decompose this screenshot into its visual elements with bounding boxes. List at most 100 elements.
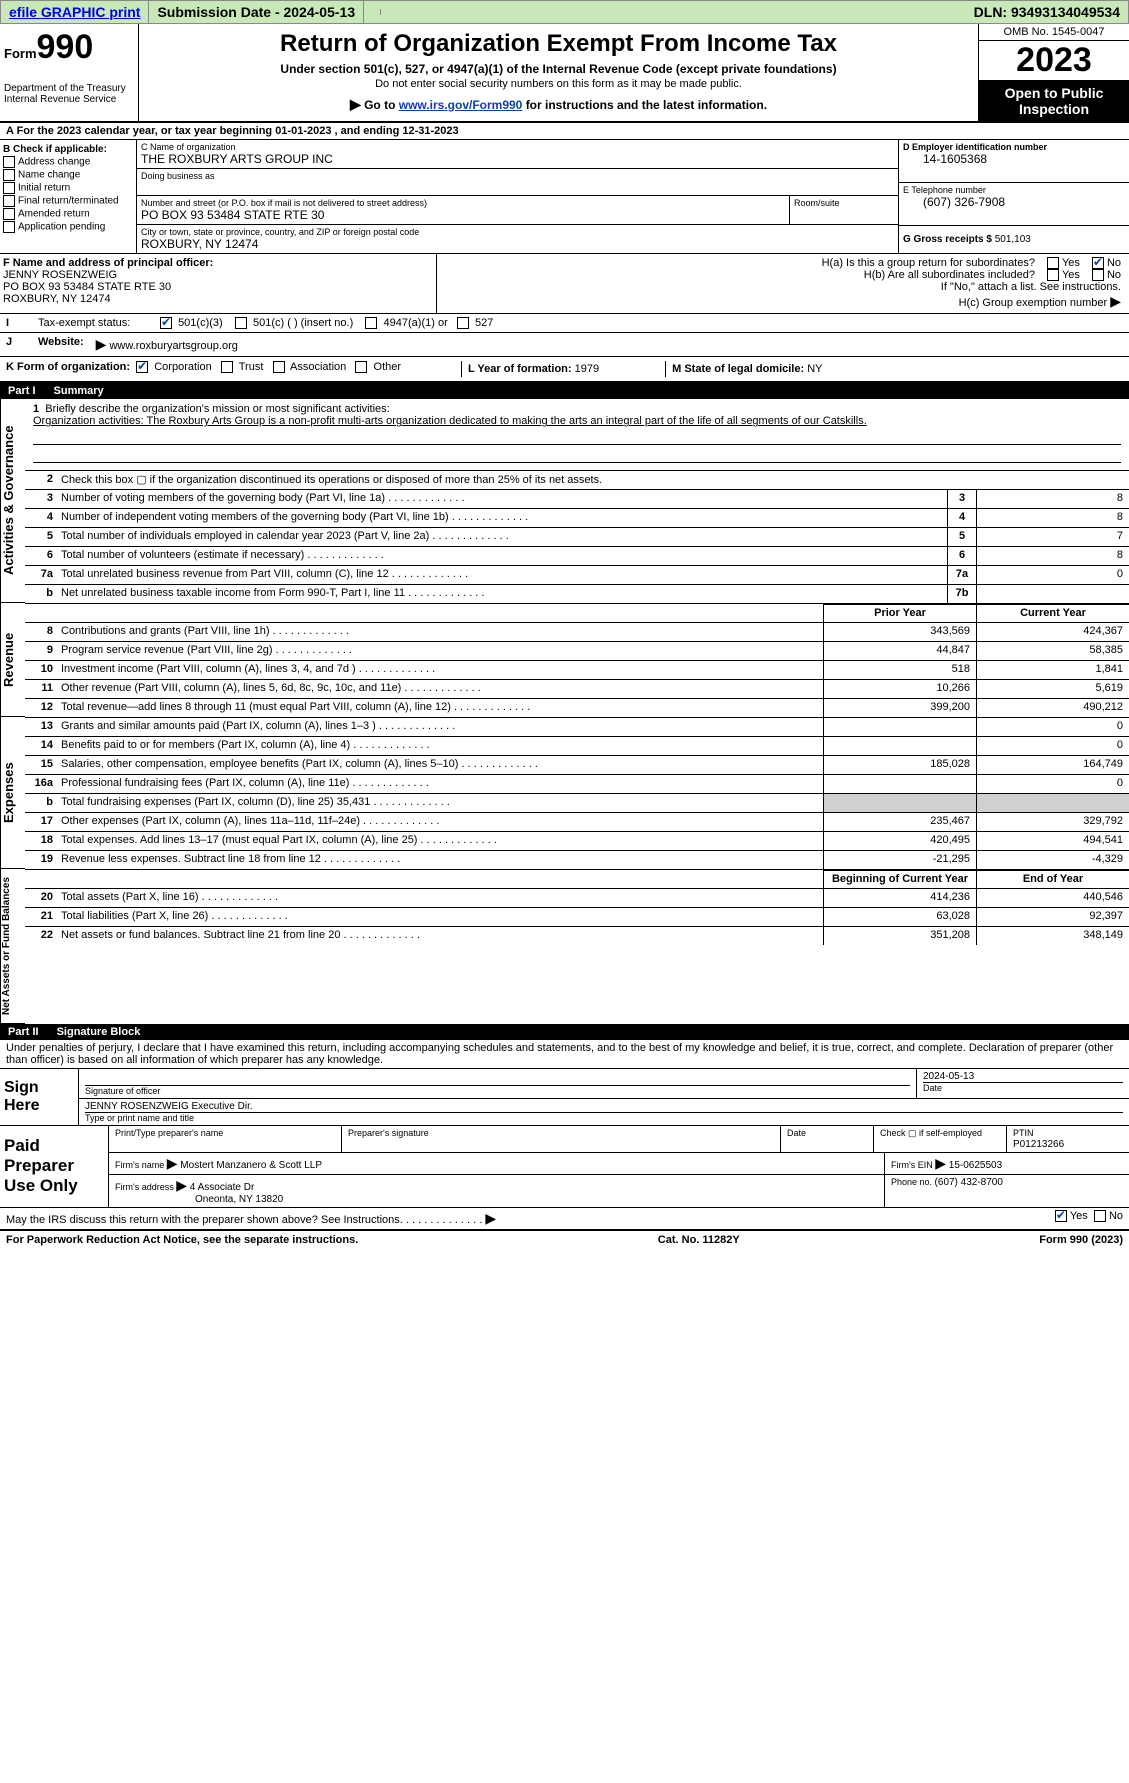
gov-line: 6Total number of volunteers (estimate if… bbox=[25, 546, 1129, 565]
firm-addr: Firm's address ▶ 4 Associate Dr Oneonta,… bbox=[108, 1175, 884, 1207]
prep-ptin: PTINP01213266 bbox=[1006, 1126, 1129, 1152]
chk-final[interactable]: Final return/terminated bbox=[3, 195, 133, 207]
k-other[interactable]: Other bbox=[355, 361, 401, 373]
blank-line bbox=[33, 430, 1121, 445]
ha-yes[interactable]: Yes bbox=[1047, 257, 1080, 269]
footer: For Paperwork Reduction Act Notice, see … bbox=[0, 1229, 1129, 1249]
part1-num: Part I bbox=[8, 385, 36, 397]
header-right: OMB No. 1545-0047 2023 Open to Public In… bbox=[978, 24, 1129, 121]
form-footer: Form 990 (2023) bbox=[1039, 1234, 1123, 1246]
addr-cap: Number and street (or P.O. box if mail i… bbox=[141, 198, 785, 208]
gov-line: 3Number of voting members of the governi… bbox=[25, 489, 1129, 508]
city-val: ROXBURY, NY 12474 bbox=[141, 237, 894, 251]
org-name-cell: C Name of organization THE ROXBURY ARTS … bbox=[137, 140, 898, 169]
row-l: L Year of formation: 1979 bbox=[461, 361, 605, 377]
discuss-no[interactable]: No bbox=[1094, 1210, 1123, 1227]
sign-date-cell: 2024-05-13 Date bbox=[916, 1069, 1129, 1098]
goto-line: ▶ Go to www.irs.gov/Form990 for instruct… bbox=[145, 96, 972, 113]
firm-phone: Phone no. (607) 432-8700 bbox=[884, 1175, 1129, 1207]
dba-cell: Doing business as bbox=[137, 169, 898, 196]
line1-num: 1 bbox=[33, 403, 39, 415]
section-b-label: B Check if applicable: bbox=[3, 144, 133, 155]
hb-yes[interactable]: Yes bbox=[1047, 269, 1080, 281]
form-header: Form990 Department of the Treasury Inter… bbox=[0, 24, 1129, 123]
part2-num: Part II bbox=[8, 1026, 39, 1038]
firm-ein: Firm's EIN ▶ 15-0625503 bbox=[884, 1153, 1129, 1174]
open-inspection: Open to Public Inspection bbox=[979, 81, 1129, 121]
gov-line: 2Check this box ▢ if the organization di… bbox=[25, 470, 1129, 489]
discuss-row: May the IRS discuss this return with the… bbox=[0, 1208, 1129, 1229]
row-m: M State of legal domicile: NY bbox=[665, 361, 828, 377]
opt-527[interactable]: 527 bbox=[457, 317, 493, 329]
arrow-icon: ▶ bbox=[350, 96, 361, 112]
tax-year: 2023 bbox=[979, 41, 1129, 81]
officer-name-cell: JENNY ROSENZWEIG Executive Dir. Type or … bbox=[78, 1099, 1129, 1125]
tel-cap: E Telephone number bbox=[903, 185, 1125, 195]
row-k: K Form of organization: Corporation Trus… bbox=[6, 361, 401, 377]
discuss-yes[interactable]: Yes bbox=[1055, 1210, 1088, 1227]
gross-cap: G Gross receipts $ bbox=[903, 234, 992, 245]
form-title: Return of Organization Exempt From Incom… bbox=[145, 30, 972, 58]
prep-self-emp[interactable]: Check ▢ if self-employed bbox=[873, 1126, 1006, 1152]
irs-link[interactable]: www.irs.gov/Form990 bbox=[399, 98, 523, 112]
data-line: 16aProfessional fundraising fees (Part I… bbox=[25, 774, 1129, 793]
room-cap: Room/suite bbox=[794, 198, 894, 208]
sign-here-label: Sign Here bbox=[0, 1069, 78, 1125]
officer-sig-cell: Signature of officer bbox=[78, 1069, 916, 1098]
tax-status-label: Tax-exempt status: bbox=[32, 314, 154, 332]
data-line: 15Salaries, other compensation, employee… bbox=[25, 755, 1129, 774]
efile-print[interactable]: efile GRAPHIC print bbox=[1, 1, 149, 23]
data-line: 20Total assets (Part X, line 16)414,2364… bbox=[25, 888, 1129, 907]
chk-address[interactable]: Address change bbox=[3, 156, 133, 168]
prep-date-cap: Date bbox=[780, 1126, 873, 1152]
mission-text: Organization activities: The Roxbury Art… bbox=[33, 415, 867, 427]
side-rev: Revenue bbox=[0, 603, 25, 717]
org-name-cap: C Name of organization bbox=[141, 142, 894, 152]
exp-section: Expenses 13Grants and similar amounts pa… bbox=[0, 717, 1129, 869]
header-left: Form990 Department of the Treasury Inter… bbox=[0, 24, 139, 121]
chk-initial[interactable]: Initial return bbox=[3, 182, 133, 194]
opt-4947[interactable]: 4947(a)(1) or bbox=[365, 317, 447, 329]
website-val[interactable]: www.roxburyartsgroup.org bbox=[109, 340, 237, 352]
data-line: 19Revenue less expenses. Subtract line 1… bbox=[25, 850, 1129, 869]
ein-cap: D Employer identification number bbox=[903, 142, 1125, 152]
gov-section: Activities & Governance 1 Briefly descri… bbox=[0, 399, 1129, 603]
ein-val: 14-1605368 bbox=[903, 152, 1125, 166]
cat-no: Cat. No. 11282Y bbox=[658, 1234, 740, 1246]
k-assoc[interactable]: Association bbox=[273, 361, 347, 373]
city-cell: City or town, state or province, country… bbox=[137, 225, 898, 253]
data-line: bTotal fundraising expenses (Part IX, co… bbox=[25, 793, 1129, 812]
gov-line: 5Total number of individuals employed in… bbox=[25, 527, 1129, 546]
k-corp[interactable]: Corporation bbox=[136, 361, 212, 373]
ha-no[interactable]: No bbox=[1092, 257, 1121, 269]
rev-section: Revenue Prior Year Current Year 8Contrib… bbox=[0, 603, 1129, 717]
opt-501c3[interactable]: 501(c)(3) bbox=[160, 317, 223, 329]
dept-treasury: Department of the Treasury bbox=[4, 83, 134, 94]
data-line: 17Other expenses (Part IX, column (A), l… bbox=[25, 812, 1129, 831]
data-line: 18Total expenses. Add lines 13–17 (must … bbox=[25, 831, 1129, 850]
k-trust[interactable]: Trust bbox=[221, 361, 264, 373]
identity-block: B Check if applicable: Address change Na… bbox=[0, 140, 1129, 254]
section-c: C Name of organization THE ROXBURY ARTS … bbox=[137, 140, 899, 253]
row-klm: K Form of organization: Corporation Trus… bbox=[0, 357, 1129, 383]
net-header-row: Beginning of Current Year End of Year bbox=[25, 869, 1129, 888]
current-year-head: Current Year bbox=[976, 604, 1129, 622]
chk-name[interactable]: Name change bbox=[3, 169, 133, 181]
firm-name: Firm's name ▶ Mostert Manzanero & Scott … bbox=[108, 1153, 884, 1174]
data-line: 8Contributions and grants (Part VIII, li… bbox=[25, 622, 1129, 641]
section-b: B Check if applicable: Address change Na… bbox=[0, 140, 137, 253]
data-line: 14Benefits paid to or for members (Part … bbox=[25, 736, 1129, 755]
h-b: H(b) Are all subordinates included? Yes … bbox=[445, 269, 1121, 281]
ein-cell: D Employer identification number 14-1605… bbox=[899, 140, 1129, 183]
chk-amended[interactable]: Amended return bbox=[3, 208, 133, 220]
net-section: Net Assets or Fund Balances Beginning of… bbox=[0, 869, 1129, 1024]
website-label: Website: bbox=[32, 333, 90, 356]
begin-year-head: Beginning of Current Year bbox=[823, 870, 976, 888]
chk-pending[interactable]: Application pending bbox=[3, 221, 133, 233]
mission-block: 1 Briefly describe the organization's mi… bbox=[25, 399, 1129, 470]
hb-no[interactable]: No bbox=[1092, 269, 1121, 281]
side-gov: Activities & Governance bbox=[0, 399, 25, 603]
goto-prefix: Go to bbox=[364, 98, 399, 112]
perjury-statement: Under penalties of perjury, I declare th… bbox=[0, 1040, 1129, 1069]
opt-501c[interactable]: 501(c) ( ) (insert no.) bbox=[235, 317, 353, 329]
